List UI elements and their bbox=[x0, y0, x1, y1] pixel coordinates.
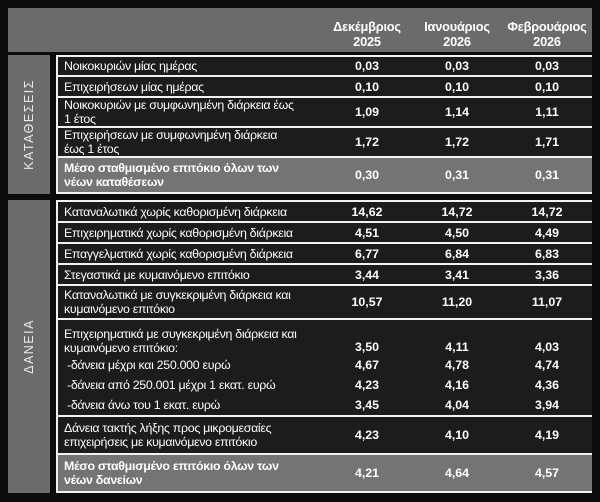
loans-section: Καταναλωτικά χωρίς καθορισμένη διάρκεια … bbox=[56, 200, 592, 493]
table-subrow: -δάνεια άνω του 1 εκατ. ευρώ 3,45 4,04 3… bbox=[58, 395, 592, 415]
rate-value: 0,31 bbox=[534, 168, 560, 182]
rate-value: 4,36 bbox=[534, 378, 560, 392]
rate-value: 4,64 bbox=[444, 466, 470, 480]
rate-value: 4,10 bbox=[444, 428, 470, 442]
table-row: Επιχειρηματικά χωρίς καθορισμένη διάρκει… bbox=[58, 221, 592, 242]
rate-value: 4,78 bbox=[444, 358, 470, 372]
rate-value: 3,94 bbox=[534, 398, 560, 412]
rate-value: 4,74 bbox=[534, 358, 560, 372]
rate-value: 10,57 bbox=[351, 295, 383, 309]
table-row: Επαγγελματικά χωρίς καθορισμένη διάρκεια… bbox=[58, 242, 592, 263]
row-label: Επιχειρηματικά χωρίς καθορισμένη διάρκει… bbox=[64, 225, 293, 240]
row-label: Επιχειρηματικά με συγκεκριμένη διάρκεια … bbox=[64, 327, 297, 355]
rate-value: 4,11 bbox=[445, 340, 469, 354]
table-row: Επιχειρηματικά με συγκεκριμένη διάρκεια … bbox=[58, 320, 592, 355]
rate-value: 3,45 bbox=[354, 398, 380, 412]
rate-value: 0,03 bbox=[444, 59, 470, 73]
column-header-february-2026: Φεβρουάριος 2026 bbox=[507, 19, 587, 49]
row-label: Μέσο σταθμισμένο επιτόκιο όλων των νέων … bbox=[64, 459, 279, 487]
rate-value: 4,16 bbox=[444, 378, 470, 392]
row-label: Καταναλωτικά χωρίς καθορισμένη διάρκεια bbox=[64, 204, 287, 219]
table-row: Δάνεια τακτής λήξης προς μικρομεσαίες επ… bbox=[58, 415, 592, 453]
section-label-deposits: ΚΑΤΑΘΕΣΕΙΣ bbox=[8, 55, 50, 194]
rate-value: 3,41 bbox=[444, 267, 470, 282]
rate-value: 1,11 bbox=[535, 105, 559, 119]
rate-value: 1,72 bbox=[444, 135, 470, 149]
rate-value: 14,62 bbox=[351, 204, 383, 219]
rate-value: 11,20 bbox=[441, 295, 473, 309]
rate-value: 0,03 bbox=[534, 59, 560, 73]
rate-value: 3,36 bbox=[534, 267, 560, 282]
rate-value: 1,09 bbox=[354, 105, 380, 119]
row-label: -δάνεια μέχρι και 250.000 ευρώ bbox=[67, 358, 231, 372]
deposits-band: ΚΑΤΑΘΕΣΕΙΣ Νοικοκυριών μίας ημέρας 0,03 … bbox=[8, 55, 592, 194]
loans-band: ΔΑΝΕΙΑ Καταναλωτικά χωρίς καθορισμένη δι… bbox=[8, 200, 592, 493]
rate-value: 6,84 bbox=[444, 246, 470, 261]
rate-value: 11,07 bbox=[531, 295, 563, 309]
section-label-loans: ΔΑΝΕΙΑ bbox=[8, 200, 50, 493]
rate-value: 1,71 bbox=[534, 135, 560, 149]
row-label: Επιχειρήσεων μίας ημέρας bbox=[64, 79, 204, 94]
rate-value: 0,31 bbox=[444, 168, 470, 182]
rate-value: 1,14 bbox=[444, 105, 470, 119]
rate-value: 0,30 bbox=[354, 168, 380, 182]
table-row: Νοικοκυριών μίας ημέρας 0,03 0,03 0,03 bbox=[58, 57, 592, 75]
table-subrow: -δάνεια από 250.001 μέχρι 1 εκατ. ευρώ 4… bbox=[58, 375, 592, 395]
rate-value: 0,03 bbox=[354, 59, 380, 73]
rate-value: 4,57 bbox=[534, 466, 560, 480]
row-label: Καταναλωτικά με συγκεκριμένη διάρκεια κα… bbox=[64, 288, 291, 316]
table-row: Καταναλωτικά με συγκεκριμένη διάρκεια κα… bbox=[58, 284, 592, 318]
row-label: Επαγγελματικά χωρίς καθορισμένη διάρκεια bbox=[64, 246, 293, 261]
table-row: Επιχειρήσεων με συμφωνημένη διάρκεια έως… bbox=[58, 126, 592, 156]
rate-value: 3,50 bbox=[354, 340, 380, 354]
table-row: Νοικοκυριών με συμφωνημένη διάρκεια έως … bbox=[58, 96, 592, 126]
rate-value: 4,50 bbox=[444, 225, 470, 240]
rate-value: 4,04 bbox=[444, 398, 470, 412]
rate-value: 4,23 bbox=[354, 428, 380, 442]
row-label: -δάνεια από 250.001 μέχρι 1 εκατ. ευρώ bbox=[67, 378, 276, 392]
rate-value: 4,23 bbox=[354, 378, 380, 392]
rate-value: 0,10 bbox=[354, 79, 380, 94]
deposits-summary-row: Μέσο σταθμισμένο επιτόκιο όλων των νέων … bbox=[58, 156, 592, 192]
rate-value: 1,72 bbox=[354, 135, 380, 149]
table-row: Καταναλωτικά χωρίς καθορισμένη διάρκεια … bbox=[58, 202, 592, 221]
table-subrow: -δάνεια μέχρι και 250.000 ευρώ 4,67 4,78… bbox=[58, 355, 592, 375]
rate-value: 4,51 bbox=[354, 225, 380, 240]
row-label: Επιχειρήσεων με συμφωνημένη διάρκεια έως… bbox=[64, 128, 278, 156]
rate-value: 4,19 bbox=[534, 428, 560, 442]
rate-value: 3,44 bbox=[354, 267, 380, 282]
rate-value: 4,21 bbox=[354, 466, 380, 480]
row-label: Μέσο σταθμισμένο επιτόκιο όλων των νέων … bbox=[64, 161, 279, 189]
business-loans-group: Επιχειρηματικά με συγκεκριμένη διάρκεια … bbox=[58, 318, 592, 415]
row-label: Στεγαστικά με κυμαινόμενο επιτόκιο bbox=[64, 267, 250, 282]
column-header-january-2026: Ιανουάριος 2026 bbox=[424, 19, 490, 49]
deposits-vertical-label: ΚΑΤΑΘΕΣΕΙΣ bbox=[22, 79, 36, 170]
row-label: Δάνεια τακτής λήξης προς μικρομεσαίες επ… bbox=[64, 421, 272, 449]
table-row: Επιχειρήσεων μίας ημέρας 0,10 0,10 0,10 bbox=[58, 75, 592, 96]
table-row: Στεγαστικά με κυμαινόμενο επιτόκιο 3,44 … bbox=[58, 263, 592, 284]
rate-value: 6,83 bbox=[534, 246, 560, 261]
rate-value: 14,72 bbox=[531, 204, 563, 219]
table-header: Δεκέμβριος 2025 Ιανουάριος 2026 Φεβρουάρ… bbox=[8, 8, 592, 52]
column-header-december-2025: Δεκέμβριος 2025 bbox=[333, 19, 401, 49]
rate-value: 6,77 bbox=[354, 246, 380, 261]
rate-value: 14,72 bbox=[441, 204, 473, 219]
rate-value: 0,10 bbox=[444, 79, 470, 94]
row-label: Νοικοκυριών μίας ημέρας bbox=[64, 59, 197, 73]
loans-summary-row: Μέσο σταθμισμένο επιτόκιο όλων των νέων … bbox=[58, 453, 592, 491]
rate-value: 4,49 bbox=[534, 225, 560, 240]
deposits-section: Νοικοκυριών μίας ημέρας 0,03 0,03 0,03 Ε… bbox=[56, 55, 592, 194]
loans-vertical-label: ΔΑΝΕΙΑ bbox=[22, 319, 36, 374]
row-label: -δάνεια άνω του 1 εκατ. ευρώ bbox=[67, 398, 221, 412]
rate-value: 0,10 bbox=[534, 79, 560, 94]
row-label: Νοικοκυριών με συμφωνημένη διάρκεια έως … bbox=[64, 98, 294, 126]
rate-value: 4,67 bbox=[354, 358, 380, 372]
rate-value: 4,03 bbox=[534, 340, 560, 354]
